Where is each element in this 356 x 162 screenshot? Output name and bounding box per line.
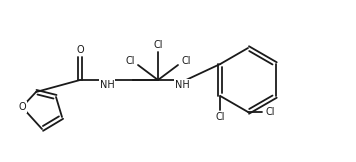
Text: Cl: Cl bbox=[181, 56, 191, 66]
Text: Cl: Cl bbox=[153, 40, 163, 50]
Text: O: O bbox=[18, 102, 26, 112]
Text: NH: NH bbox=[100, 80, 114, 90]
Text: Cl: Cl bbox=[265, 107, 275, 117]
Text: NH: NH bbox=[175, 80, 189, 90]
Text: Cl: Cl bbox=[215, 112, 225, 122]
Text: O: O bbox=[76, 45, 84, 55]
Text: Cl: Cl bbox=[125, 56, 135, 66]
